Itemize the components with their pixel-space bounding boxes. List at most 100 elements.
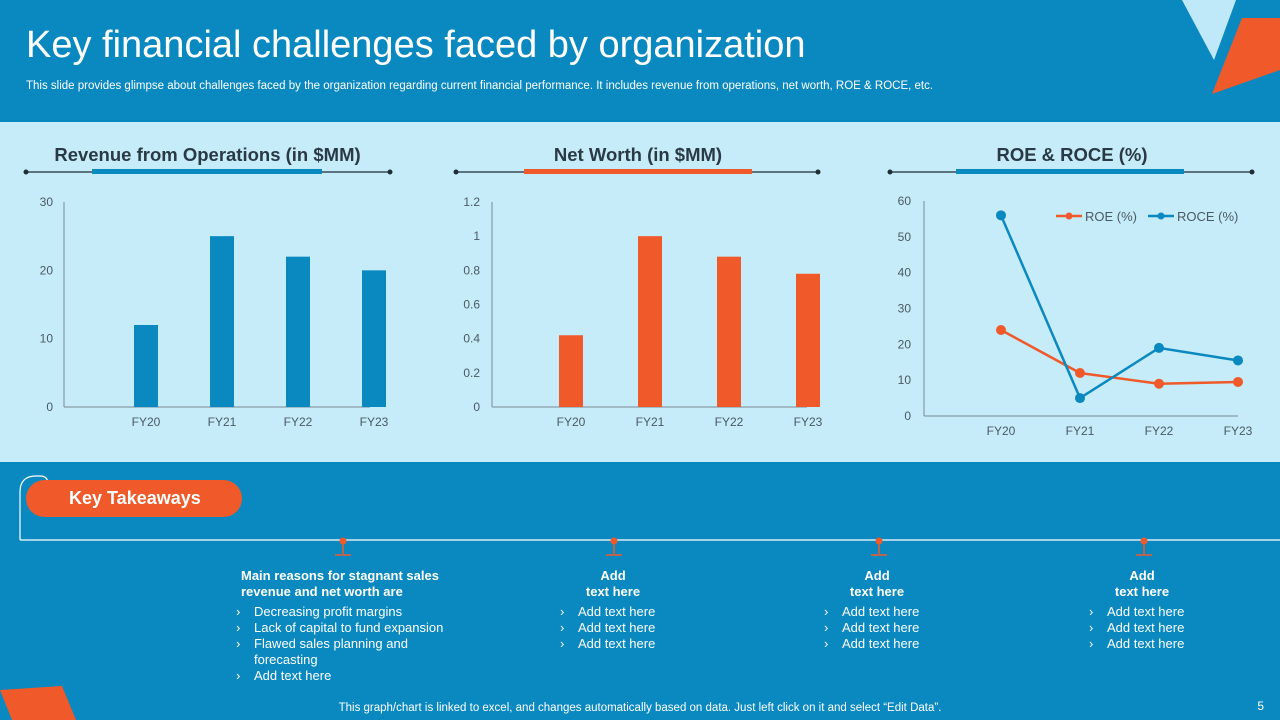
takeaway-heading: Add text here: [585, 568, 641, 599]
takeaway-item: Add text here: [560, 604, 680, 620]
title-accent-bar: [92, 169, 322, 174]
data-point: [1075, 368, 1085, 378]
takeaway-item: Add text here: [1089, 620, 1209, 636]
x-tick-label: FY22: [1145, 424, 1174, 438]
data-point: [996, 210, 1006, 221]
takeaway-column-4: Add text here Add text here Add text her…: [1089, 568, 1209, 652]
data-point: [1154, 378, 1164, 389]
title-rule-dot: [815, 169, 821, 175]
key-takeaways-label: Key Takeaways: [26, 480, 242, 517]
x-tick-label: FY20: [987, 424, 1016, 438]
roe-roce-chart-panel: ROE & ROCE (%) 0 10 20 30 40 50 60 FY20 FY21 FY22…: [886, 122, 1258, 462]
page-number: 5: [1257, 699, 1264, 713]
takeaway-column-2: Add text here Add text here Add text her…: [560, 568, 680, 652]
takeaway-column-1: Main reasons for stagnant sales revenue …: [236, 568, 466, 684]
corner-decoration-top: [1182, 0, 1280, 94]
takeaway-heading: Main reasons for stagnant sales revenue …: [241, 568, 439, 599]
corner-decoration-bottom: [0, 686, 76, 720]
y-tick-label: 60: [898, 194, 912, 208]
data-point: [1075, 393, 1085, 404]
takeaway-item: Flawed sales planning and forecasting: [236, 636, 466, 668]
y-tick-label: 10: [40, 332, 54, 346]
bar: [638, 236, 662, 407]
data-point: [1233, 376, 1243, 387]
legend-marker: [1157, 212, 1165, 220]
x-tick-label: FY21: [1066, 424, 1095, 438]
y-tick-label: 50: [898, 230, 912, 244]
networth-chart: 0 0.2 0.4 0.6 0.8 1 1.2 FY20 FY21 FY22 FY23: [453, 169, 823, 429]
takeaway-column-3: Add text here Add text here Add text her…: [824, 568, 944, 652]
x-tick-label: FY23: [1224, 424, 1253, 438]
takeaway-item: Add text here: [1089, 604, 1209, 620]
y-tick-label: 0: [904, 409, 911, 423]
data-point: [996, 325, 1006, 335]
bar: [362, 270, 386, 407]
x-tick-label: FY21: [636, 415, 665, 429]
timeline-pin: [606, 537, 622, 556]
y-tick-label: 0.6: [463, 298, 480, 312]
chart-band: Revenue from Operations (in $MM) 0 10 20 30…: [0, 122, 1280, 462]
title-rule-dot: [453, 169, 459, 175]
x-tick-label: FY22: [284, 415, 313, 429]
y-tick-label: 10: [898, 373, 912, 387]
bar: [134, 325, 158, 407]
bar: [796, 273, 820, 407]
y-tick-label: 20: [40, 263, 54, 277]
takeaway-heading: Add text here: [1114, 568, 1170, 599]
timeline: [19, 475, 1280, 556]
data-point: [1154, 342, 1164, 353]
takeaway-item: Decreasing profit margins: [236, 604, 466, 620]
roe-roce-chart: 0 10 20 30 40 50 60 FY20 FY21 FY22 FY23 ROE (%) ROCE…: [887, 169, 1255, 438]
y-tick-label: 0: [46, 400, 53, 414]
takeaway-item: Lack of capital to fund expansion: [236, 620, 466, 636]
bar: [559, 335, 583, 407]
y-tick-label: 30: [898, 302, 912, 316]
takeaway-heading: Add text here: [849, 568, 905, 599]
title-rule-dot: [387, 169, 393, 175]
bar: [286, 256, 310, 407]
takeaway-item: Add text here: [560, 636, 680, 652]
bar: [210, 236, 234, 407]
y-tick-label: 1: [473, 229, 480, 243]
x-tick-label: FY22: [715, 415, 744, 429]
y-tick-label: 20: [898, 337, 912, 351]
roe-roce-chart-title: ROE & ROCE (%): [996, 144, 1148, 165]
takeaways-section: Key Takeaways Main reasons for stagnant …: [0, 462, 1280, 720]
footer-note: This graph/chart is linked to excel, and…: [338, 702, 942, 714]
legend-marker: [1065, 212, 1073, 220]
title-rule-dot: [23, 169, 29, 175]
series-line: [999, 214, 1239, 400]
revenue-chart-title: Revenue from Operations (in $MM): [54, 144, 361, 165]
series-line: [1000, 328, 1239, 386]
takeaway-item: Add text here: [824, 620, 944, 636]
header: Key financial challenges faced by organi…: [0, 0, 1280, 122]
x-tick-label: FY20: [132, 415, 161, 429]
x-tick-label: FY23: [360, 415, 389, 429]
y-tick-label: 0: [473, 400, 480, 414]
legend-label: ROCE (%): [1177, 209, 1238, 224]
takeaway-item: Add text here: [824, 604, 944, 620]
takeaway-item: Add text here: [236, 668, 466, 684]
y-tick-label: 1.2: [463, 195, 480, 209]
x-tick-label: FY20: [557, 415, 586, 429]
x-tick-label: FY21: [208, 415, 237, 429]
takeaway-item: Add text here: [824, 636, 944, 652]
x-tick-label: FY23: [794, 415, 823, 429]
title-rule-dot: [1249, 169, 1255, 175]
title-accent-bar: [524, 169, 752, 174]
y-tick-label: 40: [898, 266, 912, 280]
page-subtitle: This slide provides glimpse about challe…: [26, 80, 934, 92]
legend-label: ROE (%): [1085, 209, 1137, 224]
networth-chart-title: Net Worth (in $MM): [553, 144, 723, 165]
y-tick-label: 0.2: [463, 366, 480, 380]
title-rule-dot: [887, 169, 893, 175]
data-point: [1233, 355, 1243, 366]
timeline-pin: [871, 537, 887, 556]
networth-chart-panel: Net Worth (in $MM) 0 0.2 0.4 0.6 0.8 1 1.2 FY20…: [452, 122, 824, 462]
y-tick-label: 30: [40, 195, 54, 209]
revenue-chart-panel: Revenue from Operations (in $MM) 0 10 20 30…: [20, 122, 395, 462]
timeline-pin: [335, 537, 351, 556]
y-tick-label: 0.4: [463, 332, 480, 346]
takeaway-item: Add text here: [1089, 636, 1209, 652]
page-title: Key financial challenges faced by organi…: [26, 24, 806, 66]
